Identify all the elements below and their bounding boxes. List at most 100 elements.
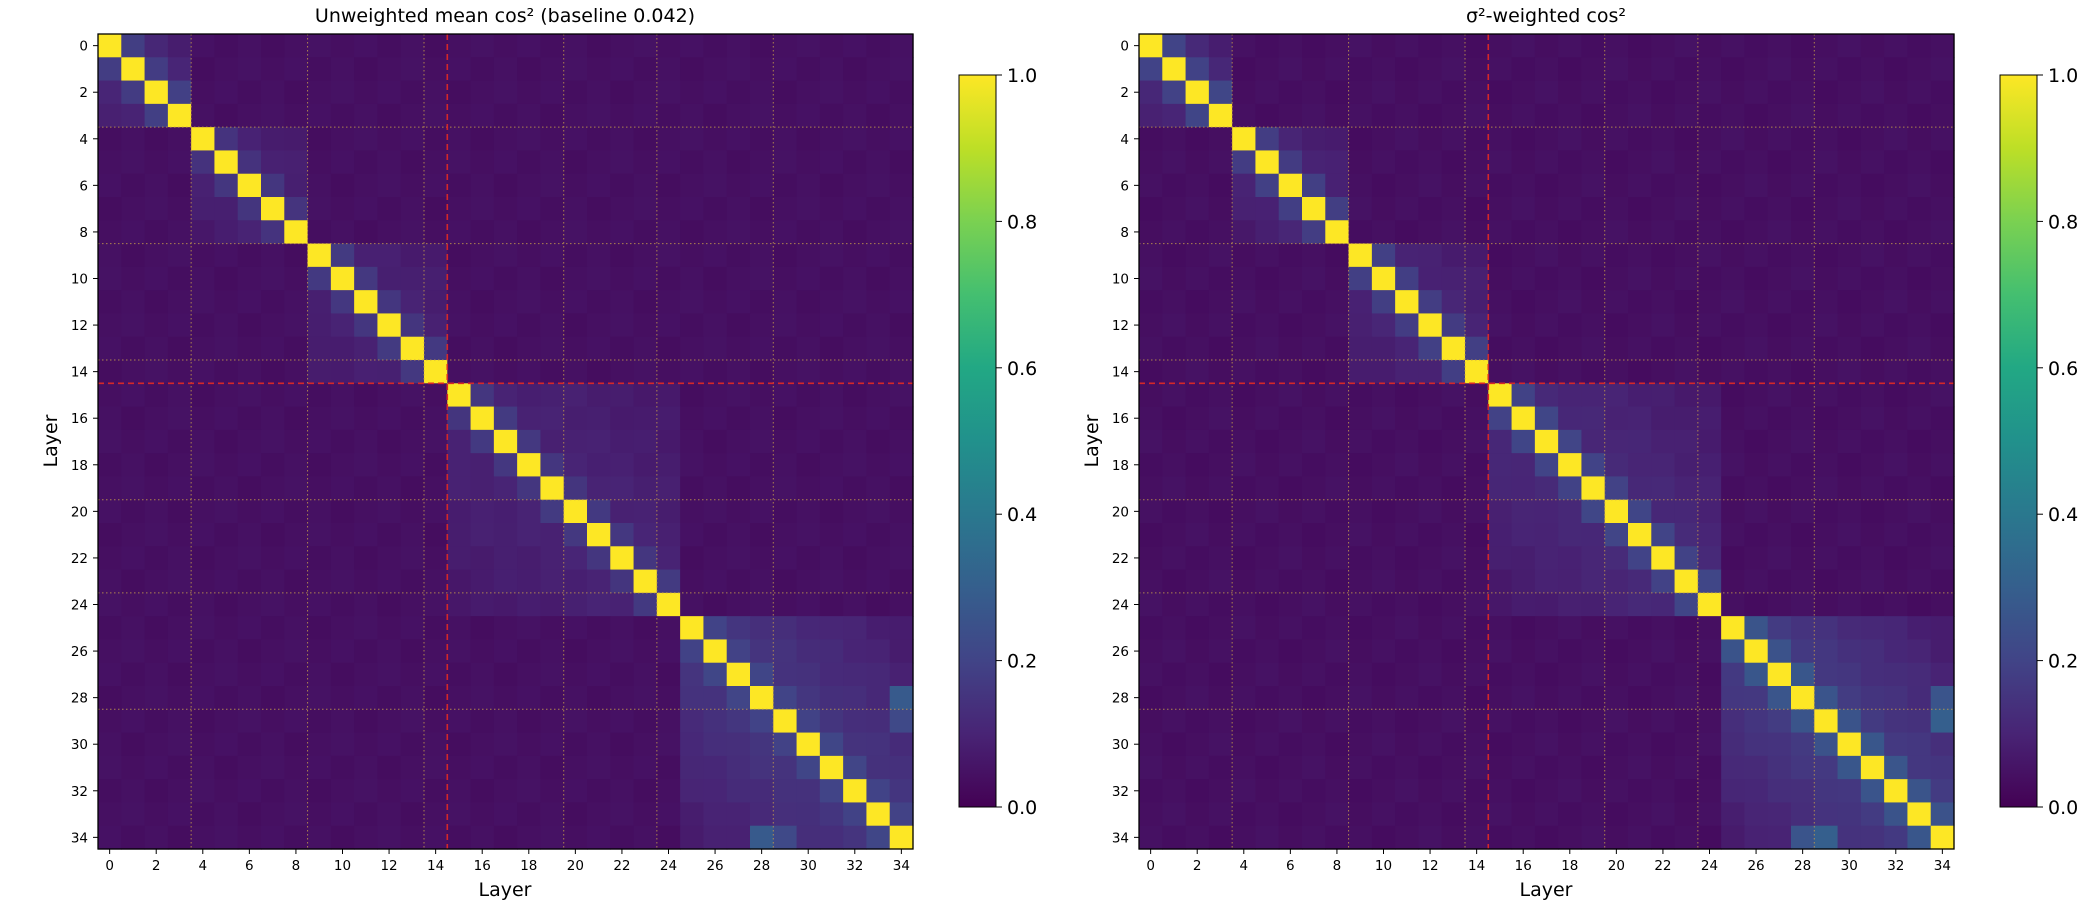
heatmap-cell	[1255, 825, 1280, 850]
heatmap-cell	[587, 662, 611, 687]
heatmap-cell	[1604, 755, 1629, 780]
heatmap-cell	[1604, 57, 1629, 82]
heatmap-cell	[889, 336, 914, 361]
heatmap-cell	[1511, 406, 1536, 431]
heatmap-cell	[447, 709, 472, 734]
heatmap-cell	[307, 592, 332, 617]
heatmap-cell	[1465, 220, 1489, 245]
heatmap-cell	[1465, 173, 1489, 198]
x-tick-label: 14	[1468, 858, 1485, 874]
heatmap-cell	[1907, 476, 1932, 501]
heatmap-cell	[633, 429, 658, 454]
heatmap-cell	[866, 290, 891, 315]
heatmap-cell	[1232, 546, 1257, 571]
heatmap-cell	[680, 546, 705, 571]
heatmap-cell	[1488, 662, 1513, 687]
heatmap-cell	[1488, 57, 1513, 82]
heatmap-cell	[517, 453, 542, 478]
heatmap-cell	[1581, 34, 1606, 58]
heatmap-cell	[633, 313, 658, 338]
heatmap-cell	[1302, 453, 1326, 478]
heatmap-cell	[610, 313, 635, 338]
y-tick-label: 32	[71, 784, 88, 800]
heatmap-cell	[167, 732, 192, 757]
heatmap-cell	[726, 197, 751, 221]
heatmap-cell	[680, 173, 705, 198]
heatmap-cell	[750, 476, 774, 501]
heatmap-cell	[889, 406, 914, 431]
heatmap-cell	[1628, 429, 1652, 454]
heatmap-cell	[1325, 406, 1350, 431]
heatmap-cell	[261, 360, 285, 384]
heatmap-cell	[1907, 592, 1932, 617]
heatmap-cell	[1395, 360, 1420, 384]
heatmap-cell	[1907, 243, 1932, 268]
heatmap-cell	[424, 243, 448, 268]
heatmap-cell	[493, 243, 518, 268]
heatmap-cell	[633, 825, 658, 850]
heatmap-cell	[1162, 220, 1187, 245]
heatmap-cell	[1395, 755, 1420, 780]
heatmap-cell	[1302, 243, 1326, 268]
heatmap-cell	[656, 802, 681, 827]
heatmap-cell	[1814, 592, 1839, 617]
heatmap-cell	[889, 197, 914, 221]
heatmap-cell	[703, 243, 728, 268]
heatmap-cell	[1534, 499, 1559, 524]
heatmap-cell	[1162, 499, 1187, 524]
heatmap-cell	[1651, 173, 1676, 198]
heatmap-cell	[1907, 523, 1932, 547]
heatmap-cell	[330, 755, 355, 780]
heatmap-cell	[703, 266, 728, 291]
heatmap-cell	[284, 709, 309, 734]
heatmap-cell	[1744, 34, 1769, 58]
heatmap-cell	[750, 755, 774, 780]
heatmap-cell	[819, 313, 844, 338]
heatmap-cell	[1907, 709, 1932, 734]
heatmap-cell	[1604, 476, 1629, 501]
y-tick-label: 34	[71, 830, 88, 846]
heatmap-cell	[1604, 127, 1629, 152]
heatmap-cell	[1721, 150, 1746, 175]
heatmap-cell	[1884, 220, 1909, 245]
y-tick-label: 6	[1120, 178, 1129, 194]
heatmap-cell	[307, 127, 332, 152]
heatmap-cell	[1488, 499, 1513, 524]
heatmap-cell	[866, 127, 891, 152]
heatmap-cell	[563, 499, 588, 524]
heatmap-cell	[1488, 220, 1513, 245]
heatmap-cell	[191, 266, 216, 291]
heatmap-cell	[703, 80, 728, 105]
heatmap-cell	[1371, 220, 1396, 245]
heatmap-cell	[1930, 523, 1955, 547]
heatmap-cell	[144, 639, 169, 664]
heatmap-cell	[1674, 127, 1699, 152]
heatmap-cell	[540, 616, 565, 641]
heatmap-cell	[1511, 639, 1536, 664]
heatmap-cell	[1325, 779, 1350, 804]
heatmap-cell	[1651, 34, 1676, 58]
heatmap-cell	[284, 360, 309, 384]
heatmap-cell	[447, 57, 472, 82]
heatmap-cell	[1441, 755, 1466, 780]
heatmap-cell	[656, 755, 681, 780]
heatmap-cell	[1302, 639, 1326, 664]
heatmap-cell	[1791, 150, 1815, 175]
heatmap-cell	[610, 197, 635, 221]
heatmap-cell	[1907, 802, 1932, 827]
heatmap-cell	[1721, 592, 1746, 617]
heatmap-cell	[1232, 173, 1257, 198]
heatmap-cell	[470, 429, 495, 454]
heatmap-cell	[447, 383, 472, 408]
y-tick-label: 12	[1112, 318, 1129, 334]
heatmap-cell	[98, 639, 122, 664]
heatmap-cell	[447, 499, 472, 524]
heatmap-cell	[1581, 80, 1606, 105]
heatmap-cell	[866, 686, 891, 710]
heatmap-cell	[330, 476, 355, 501]
heatmap-cell	[587, 779, 611, 804]
heatmap-cell	[540, 220, 565, 245]
heatmap-cell	[400, 616, 425, 641]
heatmap-cell	[98, 825, 122, 850]
heatmap-cell	[563, 150, 588, 175]
